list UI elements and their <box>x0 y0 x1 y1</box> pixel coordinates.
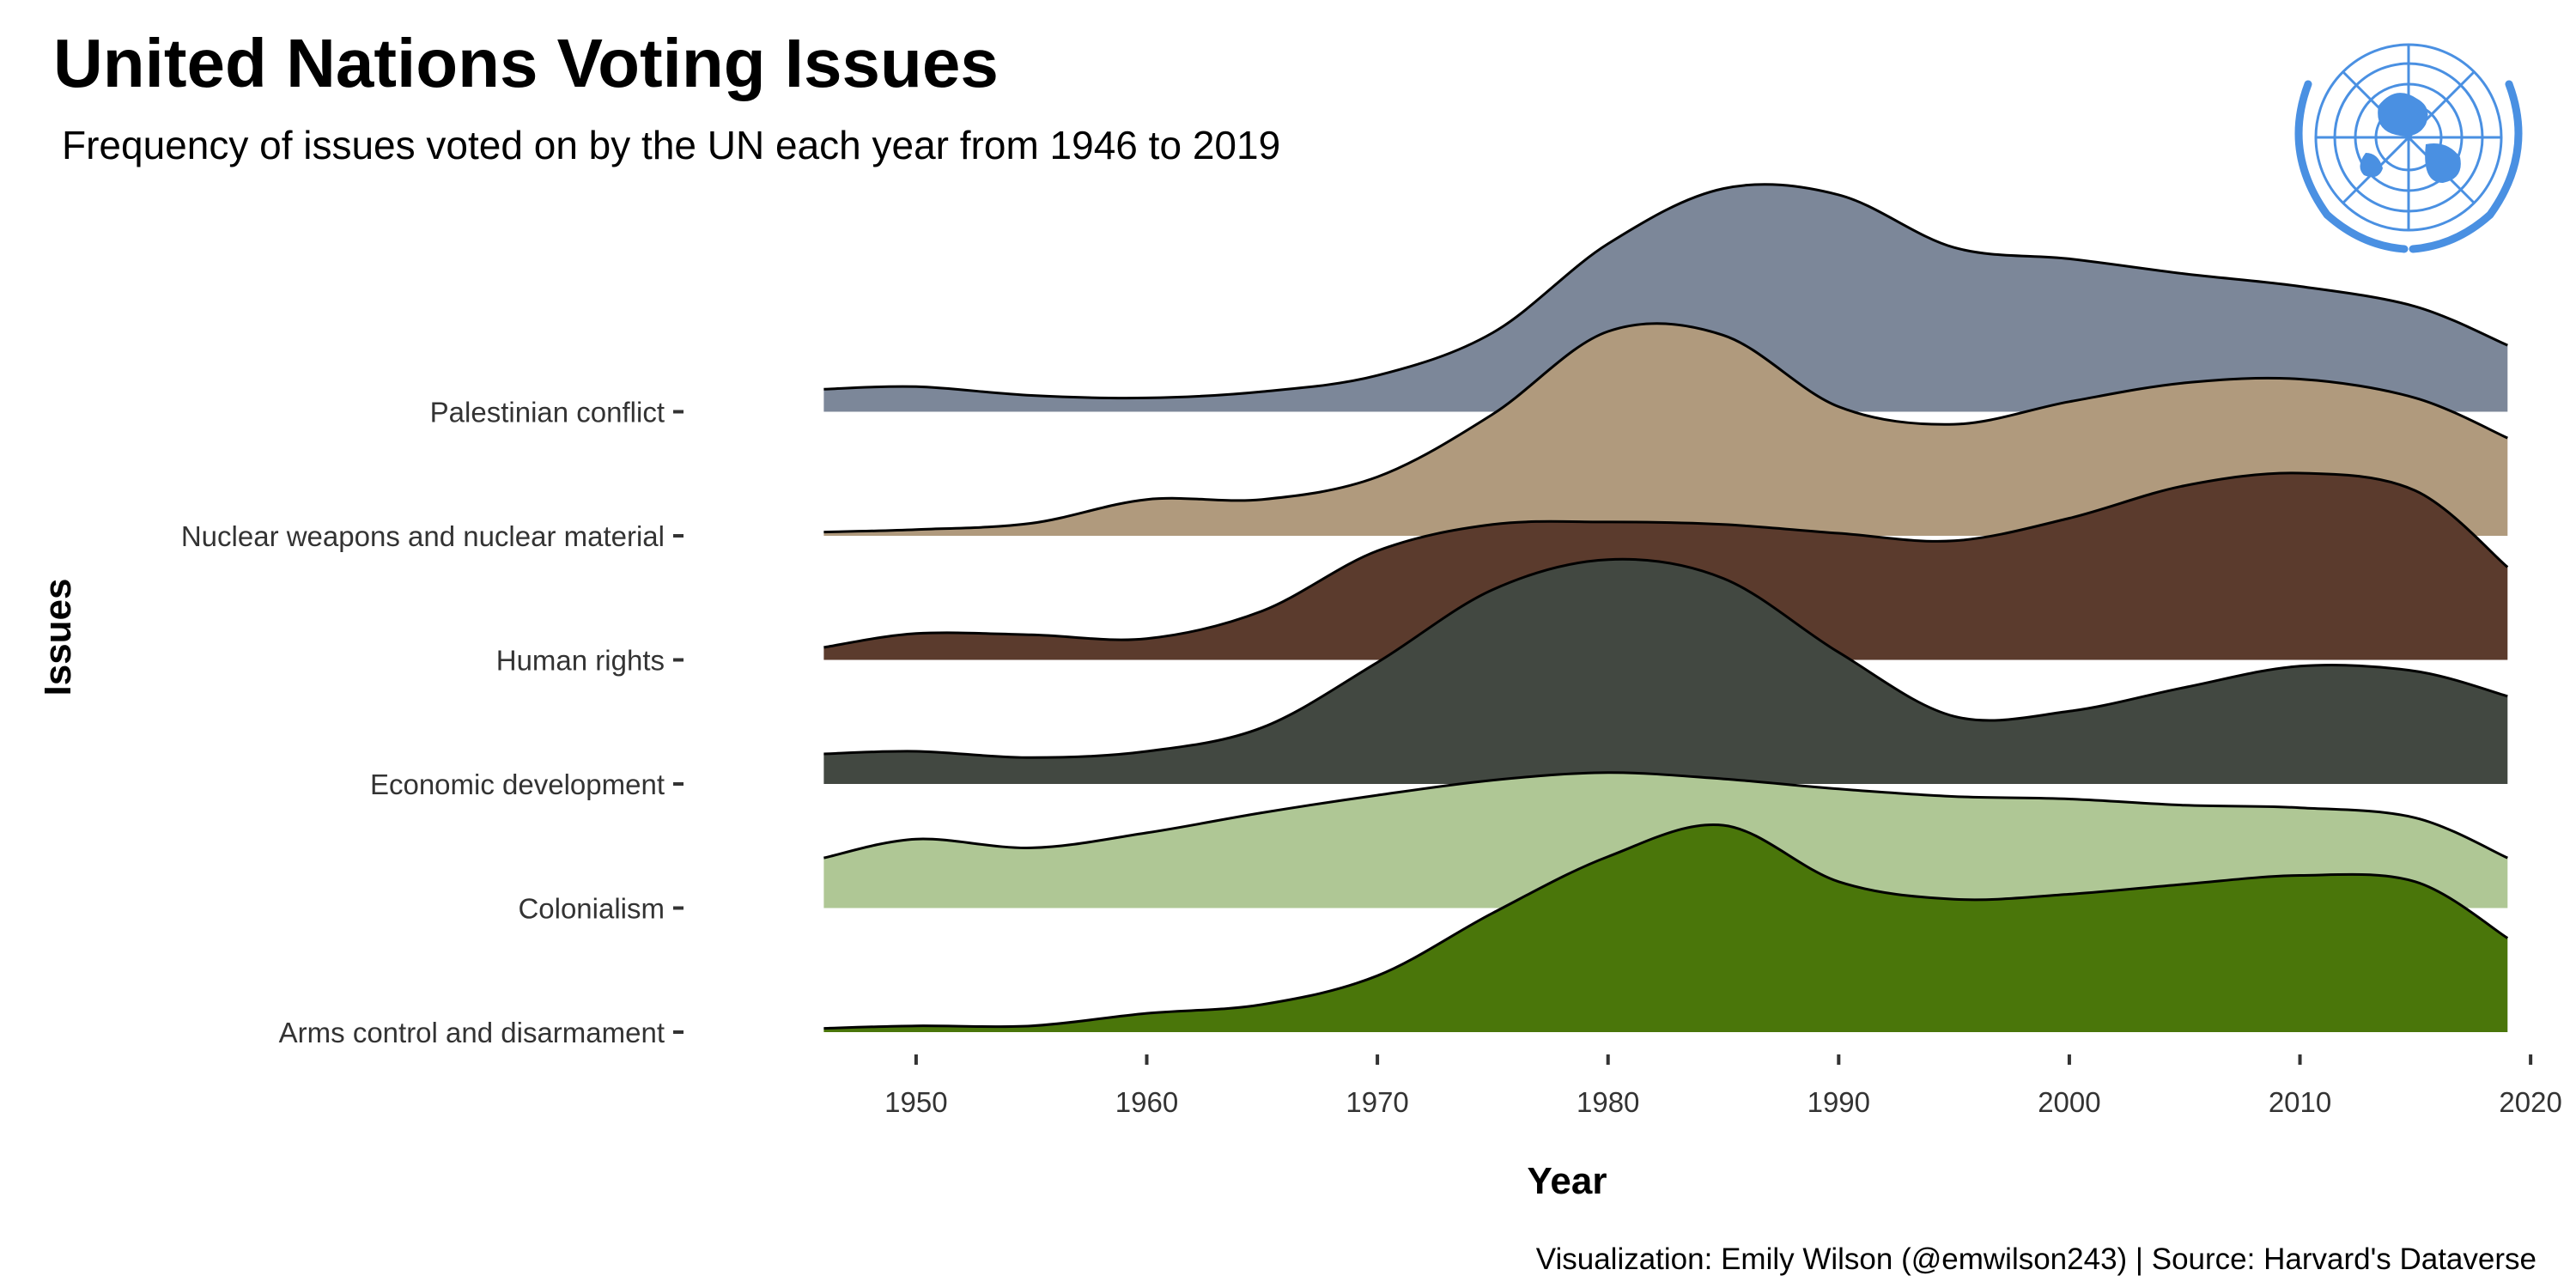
x-tick-label-1960: 1960 <box>1115 1086 1178 1118</box>
x-tick-label-2020: 2020 <box>2499 1086 2561 1118</box>
x-tick-label-2000: 2000 <box>2038 1086 2100 1118</box>
ridge-area-arms-control-and-disarmament <box>823 824 2508 1032</box>
chart-title: United Nations Voting Issues <box>53 25 999 101</box>
chart-subtitle: Frequency of issues voted on by the UN e… <box>62 123 1281 167</box>
y-tick-label-arms-control-and-disarmament: Arms control and disarmament <box>279 1017 665 1048</box>
x-tick-label-1970: 1970 <box>1346 1086 1408 1118</box>
ridge-outline-economic-development <box>823 557 2508 759</box>
ridge-outline-arms-control-and-disarmament <box>823 823 2509 1030</box>
y-tick-label-economic-development: Economic development <box>370 769 665 800</box>
y-tick-label-human-rights: Human rights <box>496 645 665 677</box>
ridge-outline-nuclear-weapons-and-nuclear-material <box>823 322 2508 534</box>
ridge-outline-human-rights <box>823 471 2509 649</box>
y-axis: Arms control and disarmament Colonialism E… <box>181 397 683 1048</box>
y-tick-label-nuclear-weapons-and-nuclear-material: Nuclear weapons and nuclear material <box>181 520 665 552</box>
x-tick-label-1950: 1950 <box>884 1086 947 1118</box>
y-tick-label-palestinian-conflict: Palestinian conflict <box>430 397 665 428</box>
ridge-area-economic-development <box>823 559 2508 784</box>
chart-caption: Visualization: Emily Wilson (@emwilson24… <box>1535 1242 2537 1276</box>
ridges-layer <box>823 183 2509 1032</box>
y-tick-label-colonialism: Colonialism <box>518 893 665 925</box>
un-emblem-icon <box>2294 43 2523 253</box>
ridge-area-nuclear-weapons-and-nuclear-material <box>823 323 2508 536</box>
x-tick-label-1990: 1990 <box>1807 1086 1870 1118</box>
x-axis-title: Year <box>1528 1160 1607 1202</box>
y-axis-title: Issues <box>37 579 79 696</box>
x-tick-label-1980: 1980 <box>1577 1086 1639 1118</box>
ridge-outline-palestinian-conflict <box>823 183 2508 400</box>
x-tick-label-2010: 2010 <box>2269 1086 2331 1118</box>
ridge-area-palestinian-conflict <box>823 184 2508 412</box>
ridge-outline-colonialism <box>823 771 2508 860</box>
x-axis: 1950 1960 1970 1980 1990 2000 2010 2020 <box>884 1054 2562 1118</box>
